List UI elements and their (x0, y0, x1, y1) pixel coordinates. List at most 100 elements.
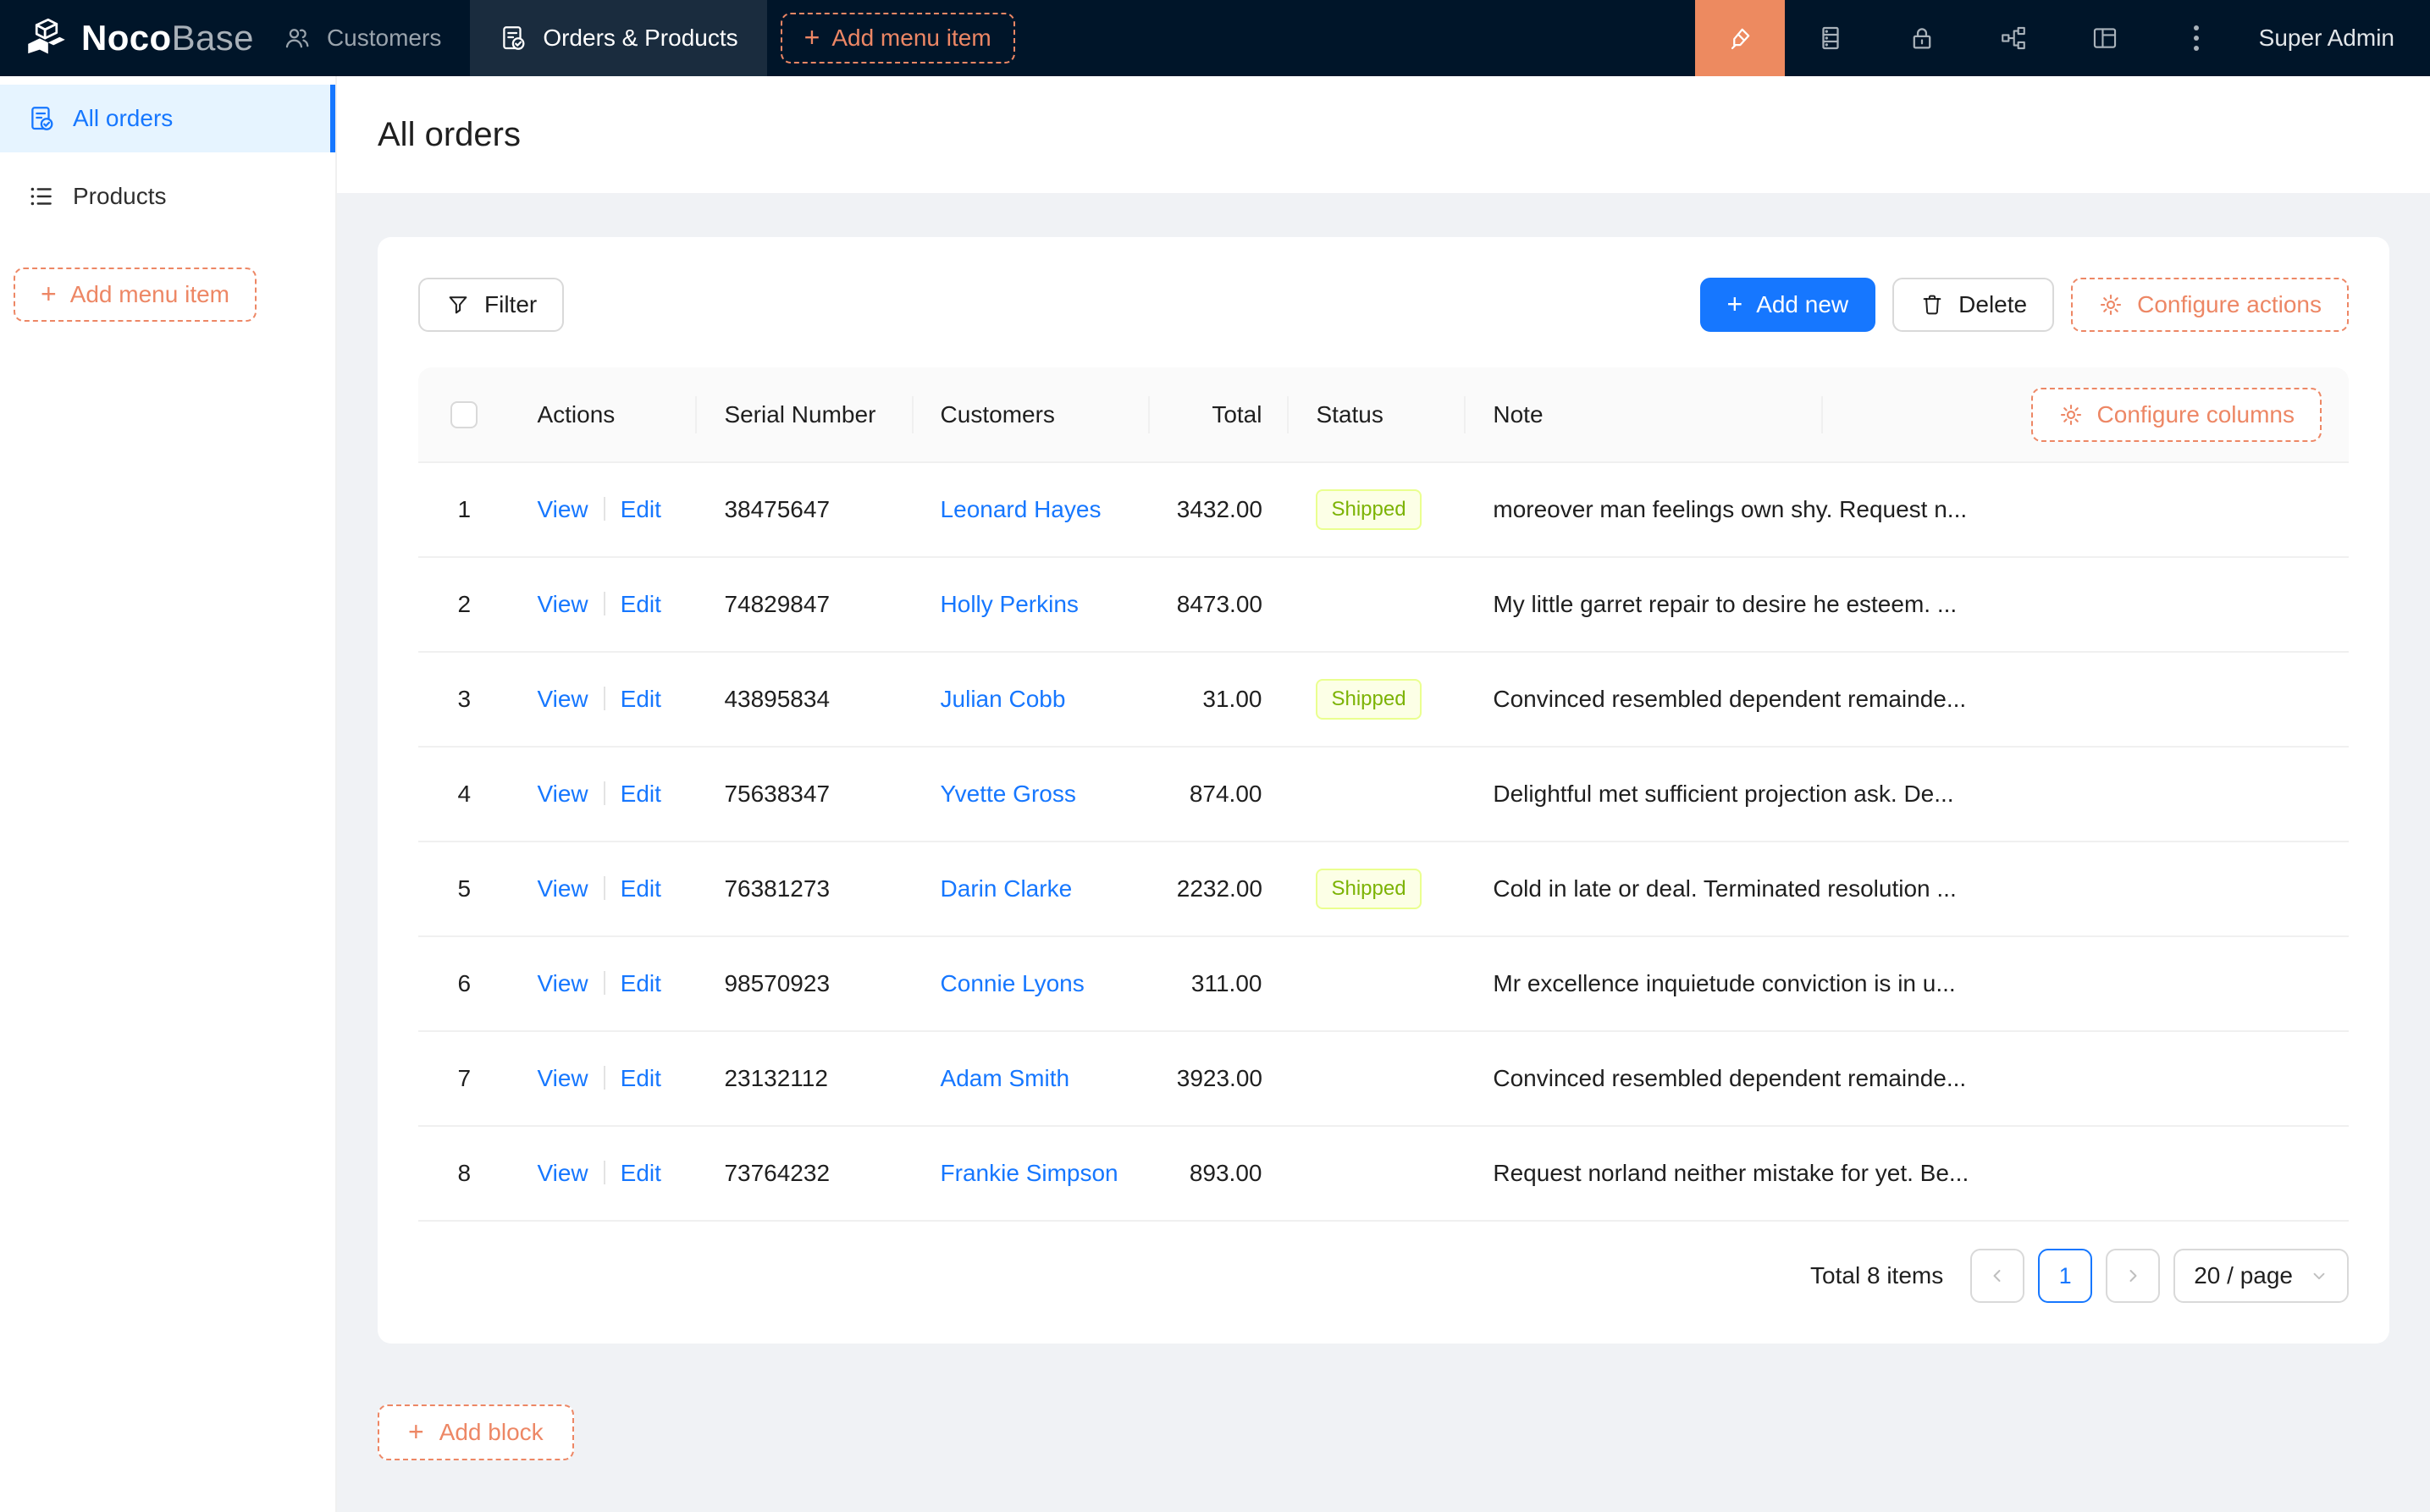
add-new-button[interactable]: + Add new (1700, 278, 1876, 332)
filter-button[interactable]: Filter (418, 278, 564, 332)
highlighter-icon (1725, 23, 1755, 53)
chevron-right-icon (2123, 1266, 2143, 1286)
customer-link[interactable]: Holly Perkins (941, 591, 1079, 617)
view-link[interactable]: View (537, 591, 588, 617)
table-row: 8 ViewEdit 73764232 Frankie Simpson 893.… (418, 1126, 2349, 1221)
page-title: All orders (378, 116, 521, 154)
total-value: 2232.00 (1150, 842, 1290, 936)
row-index: 7 (457, 1065, 471, 1091)
page-header: All orders (337, 76, 2430, 193)
layout-button[interactable] (2059, 0, 2151, 76)
file-done-icon (27, 104, 56, 133)
edit-link[interactable]: Edit (621, 875, 661, 902)
navbar-add-menu-item-button[interactable]: + Add menu item (781, 13, 1015, 63)
customer-link[interactable]: Yvette Gross (941, 781, 1076, 807)
edit-link[interactable]: Edit (621, 686, 661, 712)
chevron-left-icon (1987, 1266, 2008, 1286)
column-header-total: Total (1150, 367, 1290, 462)
table-row: 6 ViewEdit 98570923 Connie Lyons 311.00 … (418, 936, 2349, 1031)
column-header-note: Note (1466, 367, 1823, 462)
view-link[interactable]: View (537, 496, 588, 522)
table-row: 2 ViewEdit 74829847 Holly Perkins 8473.0… (418, 557, 2349, 652)
view-link[interactable]: View (537, 1160, 588, 1186)
orders-table-block: Filter + Add new Delet (378, 237, 2389, 1344)
ui-editor-pen-button[interactable] (1695, 0, 1785, 76)
row-index: 5 (457, 875, 471, 902)
serial-number: 38475647 (697, 462, 913, 557)
note-text: Mr excellence inquietude conviction is i… (1466, 936, 2349, 1031)
nav-tab-label: Orders & Products (543, 25, 737, 52)
nav-tab-customers[interactable]: Customers (254, 0, 470, 76)
select-all-checkbox[interactable] (450, 401, 478, 428)
layout-icon (2090, 24, 2119, 52)
customer-link[interactable]: Leonard Hayes (941, 496, 1102, 522)
main-area: All orders Filter + Add new (337, 76, 2430, 1512)
page-number-button[interactable]: 1 (2038, 1249, 2092, 1303)
add-block-button[interactable]: + Add block (378, 1404, 574, 1460)
note-text: Convinced resembled dependent remainde..… (1466, 1031, 2349, 1126)
view-link[interactable]: View (537, 1065, 588, 1091)
column-header-actions: Actions (510, 367, 697, 462)
brand-text: NocoBase (81, 18, 254, 58)
view-link[interactable]: View (537, 875, 588, 902)
toolbar-actions: + Add new Delete (1700, 278, 2350, 332)
delete-button[interactable]: Delete (1892, 278, 2054, 332)
note-text: moreover man feelings own shy. Request n… (1466, 462, 2349, 557)
view-link[interactable]: View (537, 970, 588, 996)
pagination-total: Total 8 items (1810, 1262, 1943, 1289)
edit-link[interactable]: Edit (621, 496, 661, 522)
page-size-value: 20 / page (2194, 1262, 2293, 1289)
row-index: 4 (457, 781, 471, 807)
view-link[interactable]: View (537, 686, 588, 712)
total-value: 311.00 (1150, 936, 1290, 1031)
sidebar-item-label: All orders (73, 105, 173, 132)
edit-link[interactable]: Edit (621, 591, 661, 617)
nocobase-logo[interactable]: NocoBase (0, 14, 254, 63)
plugin-manager-button[interactable] (1785, 0, 1876, 76)
more-options-button[interactable] (2151, 0, 2242, 76)
top-navbar: NocoBase Customers Orders & Products + A… (0, 0, 2430, 76)
select-all-cell (418, 367, 510, 462)
previous-page-button[interactable] (1970, 1249, 2024, 1303)
row-index: 6 (457, 970, 471, 996)
next-page-button[interactable] (2106, 1249, 2160, 1303)
edit-link[interactable]: Edit (621, 970, 661, 996)
workflow-button[interactable] (1968, 0, 2059, 76)
serial-number: 73764232 (697, 1126, 913, 1221)
sidebar: All orders Products + Add menu item (0, 76, 337, 1512)
customer-link[interactable]: Connie Lyons (941, 970, 1085, 996)
customer-link[interactable]: Darin Clarke (941, 875, 1073, 902)
customer-link[interactable]: Frankie Simpson (941, 1160, 1118, 1186)
nav-tab-orders-products[interactable]: Orders & Products (470, 0, 766, 76)
edit-link[interactable]: Edit (621, 781, 661, 807)
column-header-serial-number: Serial Number (697, 367, 913, 462)
page-size-select[interactable]: 20 / page (2173, 1249, 2349, 1303)
edit-link[interactable]: Edit (621, 1065, 661, 1091)
total-value: 31.00 (1150, 652, 1290, 747)
unordered-list-icon (27, 182, 56, 211)
sidebar-add-menu-item-button[interactable]: + Add menu item (14, 268, 257, 322)
customer-link[interactable]: Adam Smith (941, 1065, 1070, 1091)
row-index: 3 (457, 686, 471, 712)
serial-number: 23132112 (697, 1031, 913, 1126)
configure-actions-button[interactable]: Configure actions (2071, 278, 2349, 332)
sidebar-item-products[interactable]: Products (0, 163, 335, 230)
partition-icon (1999, 24, 2028, 52)
edit-link[interactable]: Edit (621, 1160, 661, 1186)
sidebar-item-all-orders[interactable]: All orders (0, 85, 335, 152)
configure-columns-button[interactable]: Configure columns (2031, 388, 2322, 442)
access-control-button[interactable] (1876, 0, 1968, 76)
table-header-row: Actions Serial Number Customers Total St… (418, 367, 2349, 462)
configure-columns-cell: Configure columns (1823, 367, 2349, 462)
row-index: 2 (457, 591, 471, 617)
total-value: 893.00 (1150, 1126, 1290, 1221)
table-row: 3 ViewEdit 43895834 Julian Cobb 31.00 Sh… (418, 652, 2349, 747)
note-text: Convinced resembled dependent remainde..… (1466, 652, 2349, 747)
plus-icon: + (41, 280, 57, 307)
customer-link[interactable]: Julian Cobb (941, 686, 1066, 712)
plus-icon: + (804, 24, 820, 51)
total-value: 3923.00 (1150, 1031, 1290, 1126)
content-area: Filter + Add new Delet (337, 193, 2430, 1512)
user-menu[interactable]: Super Admin (2242, 25, 2430, 52)
view-link[interactable]: View (537, 781, 588, 807)
